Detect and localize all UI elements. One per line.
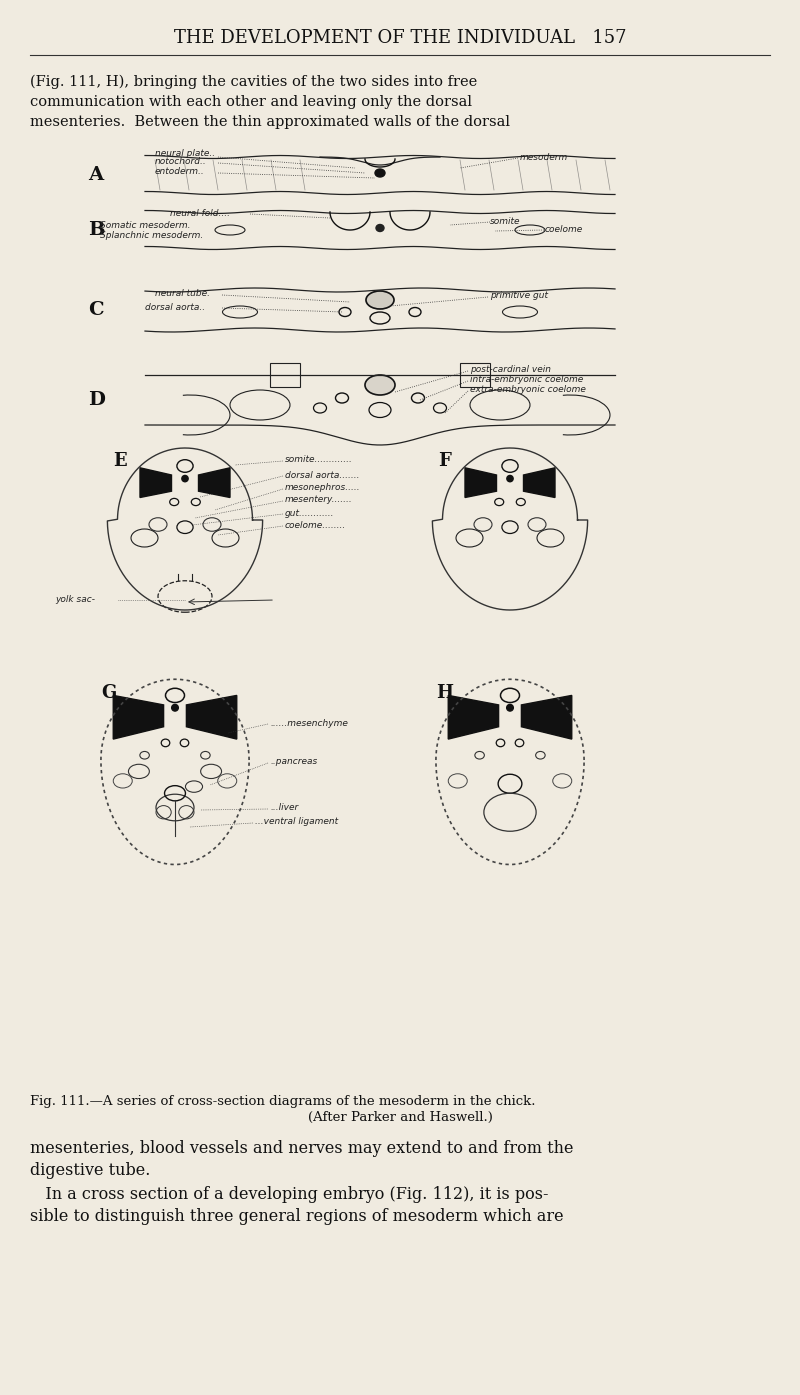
Text: sible to distinguish three general regions of mesoderm which are: sible to distinguish three general regio… — [30, 1208, 564, 1225]
Text: E: E — [113, 452, 126, 470]
Text: neural fold....: neural fold.... — [170, 208, 230, 218]
Text: primitive gut: primitive gut — [490, 292, 548, 300]
Text: G: G — [101, 685, 116, 703]
Text: dorsal aorta.......: dorsal aorta....... — [285, 470, 359, 480]
Text: ...ventral ligament: ...ventral ligament — [255, 817, 338, 826]
Text: mesenteries.  Between the thin approximated walls of the dorsal: mesenteries. Between the thin approximat… — [30, 114, 510, 128]
Polygon shape — [114, 695, 163, 739]
Text: gut............: gut............ — [285, 509, 334, 518]
Text: yolk sac-: yolk sac- — [55, 596, 95, 604]
Text: digestive tube.: digestive tube. — [30, 1162, 150, 1179]
Text: mesentery.......: mesentery....... — [285, 495, 353, 505]
Ellipse shape — [365, 375, 395, 395]
Text: ...liver: ...liver — [270, 804, 298, 812]
Ellipse shape — [376, 225, 384, 232]
Text: D: D — [88, 391, 105, 409]
Polygon shape — [140, 467, 171, 498]
Text: ......mesenchyme: ......mesenchyme — [270, 718, 348, 728]
Text: (After Parker and Haswell.): (After Parker and Haswell.) — [307, 1110, 493, 1124]
Polygon shape — [465, 467, 497, 498]
Text: Somatic mesoderm.: Somatic mesoderm. — [100, 222, 190, 230]
Text: C: C — [88, 301, 104, 319]
Text: In a cross section of a developing embryo (Fig. 112), it is pos-: In a cross section of a developing embry… — [30, 1186, 549, 1202]
Ellipse shape — [507, 476, 513, 481]
Text: (Fig. 111, H), bringing the cavities of the two sides into free: (Fig. 111, H), bringing the cavities of … — [30, 75, 478, 89]
Text: H: H — [436, 685, 453, 703]
Text: coelome: coelome — [545, 225, 583, 233]
Polygon shape — [523, 467, 555, 498]
Text: A: A — [88, 166, 103, 184]
Text: dorsal aorta..: dorsal aorta.. — [145, 303, 205, 311]
Text: communication with each other and leaving only the dorsal: communication with each other and leavin… — [30, 95, 472, 109]
Text: mesenteries, blood vessels and nerves may extend to and from the: mesenteries, blood vessels and nerves ma… — [30, 1140, 574, 1156]
Text: B: B — [88, 220, 105, 239]
Polygon shape — [522, 695, 572, 739]
Text: F: F — [438, 452, 451, 470]
Text: notochord..: notochord.. — [155, 158, 206, 166]
Polygon shape — [448, 695, 498, 739]
Ellipse shape — [375, 169, 385, 177]
Text: coelome........: coelome........ — [285, 520, 346, 530]
Text: neural plate..: neural plate.. — [155, 148, 215, 158]
Text: ..pancreas: ..pancreas — [270, 757, 318, 766]
Ellipse shape — [366, 292, 394, 310]
Ellipse shape — [506, 704, 514, 711]
Text: THE DEVELOPMENT OF THE INDIVIDUAL   157: THE DEVELOPMENT OF THE INDIVIDUAL 157 — [174, 29, 626, 47]
Text: entoderm..: entoderm.. — [155, 167, 205, 177]
Polygon shape — [186, 695, 237, 739]
Text: mesonephros.....: mesonephros..... — [285, 484, 361, 492]
Text: extra-embryonic coelome: extra-embryonic coelome — [470, 385, 586, 395]
Text: post-cardinal vein: post-cardinal vein — [470, 365, 551, 374]
Text: intra-embryonic coelome: intra-embryonic coelome — [470, 375, 583, 385]
Polygon shape — [198, 467, 230, 498]
Text: neural tube.: neural tube. — [155, 289, 210, 297]
Ellipse shape — [172, 704, 178, 711]
Text: somite: somite — [490, 216, 521, 226]
Text: somite.............: somite............. — [285, 456, 353, 465]
Text: Fig. 111.—A series of cross-section diagrams of the mesoderm in the chick.: Fig. 111.—A series of cross-section diag… — [30, 1095, 535, 1108]
Text: Splanchnic mesoderm.: Splanchnic mesoderm. — [100, 230, 203, 240]
Text: mesoderm: mesoderm — [520, 152, 568, 162]
Ellipse shape — [182, 476, 188, 481]
